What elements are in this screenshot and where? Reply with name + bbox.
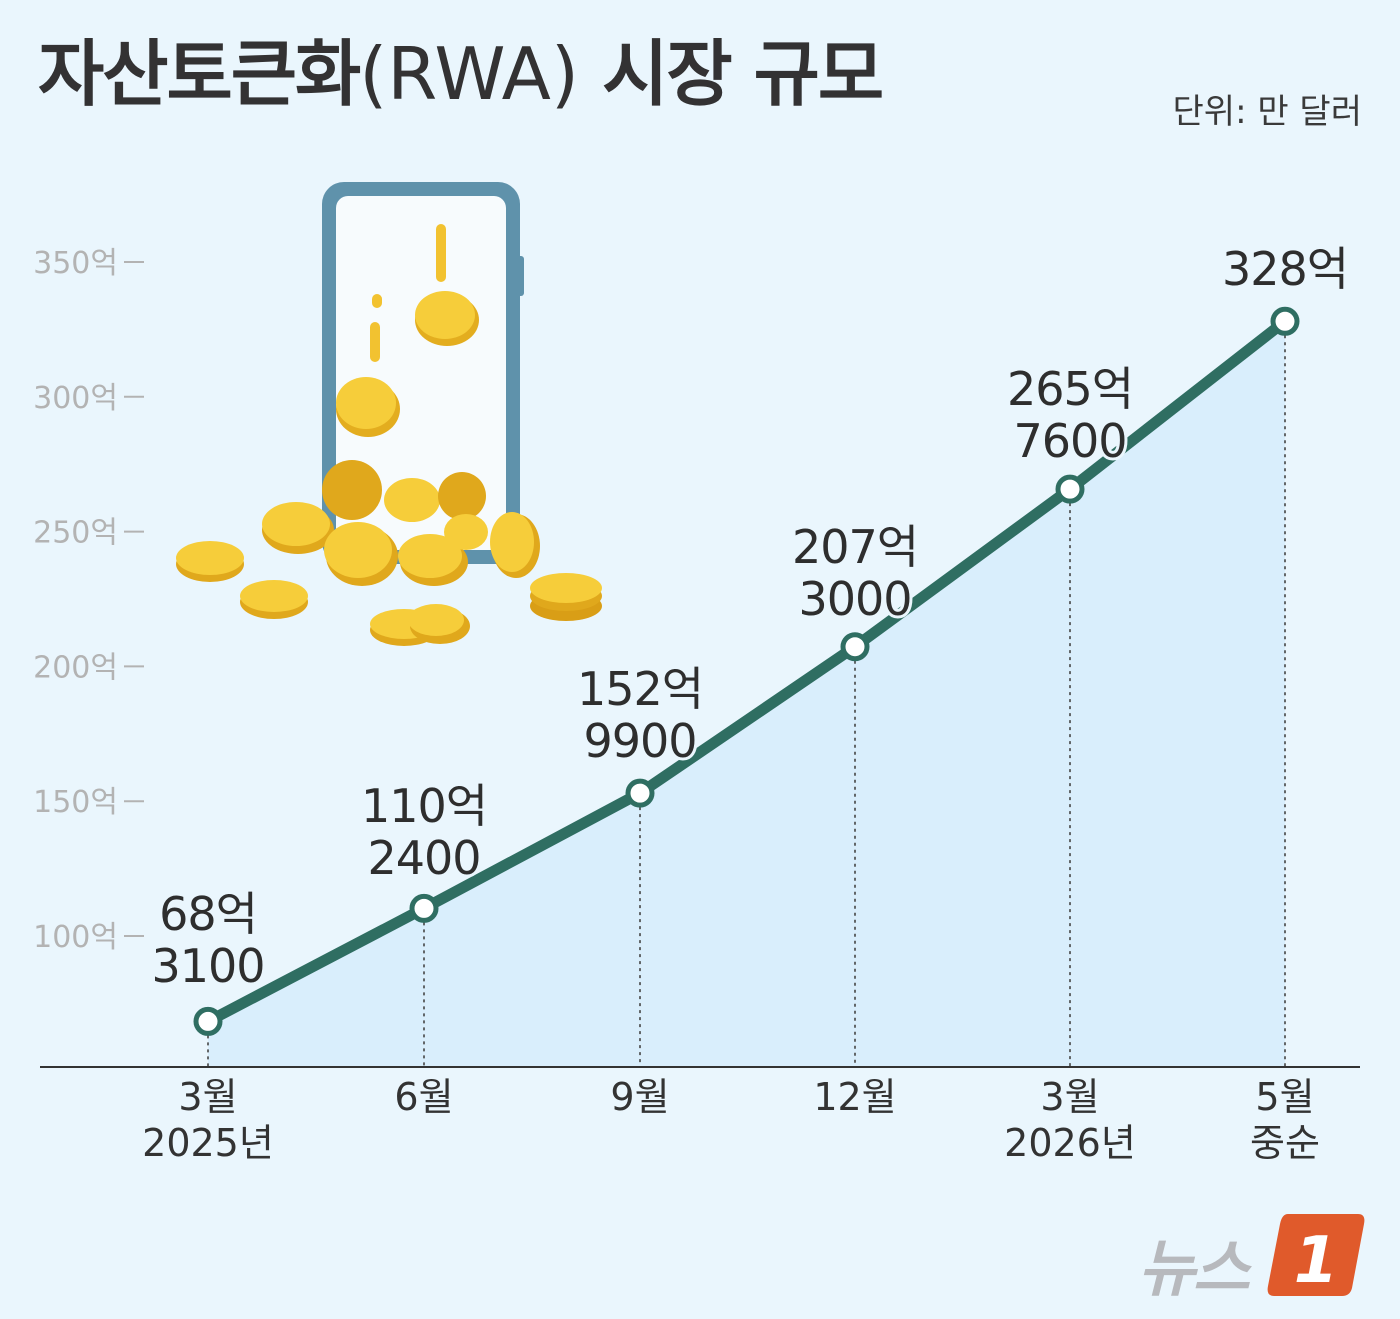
y-tick-label: 350억 — [33, 246, 118, 281]
series-line-layer — [202, 315, 1291, 1027]
x-tick-label: 6월 — [394, 1075, 453, 1119]
x-tick-label: 3월 — [1040, 1075, 1099, 1119]
data-label: 2400 — [367, 831, 480, 885]
data-point — [409, 893, 439, 923]
unit-label: 단위: 만 달러 — [1172, 92, 1362, 132]
x-tick-label: 9월 — [610, 1075, 669, 1119]
x-tick-label: 5월 — [1255, 1075, 1314, 1119]
data-point — [840, 632, 870, 662]
title-paren: (RWA) — [359, 32, 579, 116]
data-point — [625, 778, 655, 808]
y-tick-label: 100억 — [33, 920, 118, 955]
x-tick-label: 2026년 — [1004, 1121, 1136, 1165]
data-point — [1055, 474, 1085, 504]
data-label: 3100 — [151, 939, 264, 993]
y-tick-label: 300억 — [33, 381, 118, 416]
data-point — [1270, 306, 1300, 336]
data-points — [193, 306, 1300, 1036]
data-label: 9900 — [583, 714, 696, 768]
data-label: 110억 — [361, 779, 487, 833]
title-main: 자산토큰화 — [38, 32, 361, 116]
brand-name: 뉴스 — [1138, 1232, 1250, 1305]
data-label: 7600 — [1013, 414, 1126, 468]
data-label: 68억 — [159, 887, 257, 941]
coin-icons — [176, 224, 602, 646]
data-label: 265억 — [1007, 362, 1133, 416]
page-title: 자산토큰화(RWA) 시장 규모 — [38, 38, 884, 110]
data-label: 152억 — [577, 662, 703, 716]
y-tick-label: 150억 — [33, 785, 118, 820]
x-tick-label: 3월 — [178, 1075, 237, 1119]
x-tick-label: 중순 — [1250, 1121, 1320, 1165]
data-label: 207억 — [792, 520, 918, 574]
brand-mark-icon: 1 — [1267, 1214, 1365, 1298]
data-label: 3000 — [798, 572, 911, 626]
series-line — [202, 315, 1291, 1027]
y-tick-label: 200억 — [33, 650, 118, 685]
x-tick-label: 12월 — [813, 1075, 896, 1119]
brand-mark: 1 — [1294, 1224, 1339, 1298]
y-tick-label: 250억 — [33, 516, 118, 551]
data-label: 328억 — [1222, 242, 1348, 296]
title-tail: 시장 규모 — [602, 32, 884, 116]
x-tick-label: 2025년 — [142, 1121, 274, 1165]
phone-coins-illustration — [176, 182, 602, 646]
data-point — [193, 1006, 223, 1036]
